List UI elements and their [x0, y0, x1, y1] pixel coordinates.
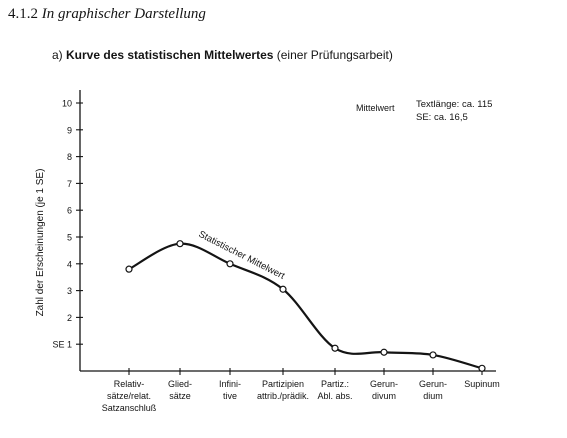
x-category-label: Gerun- [370, 379, 398, 389]
data-point [125, 265, 133, 273]
x-category-label: Partizipien [262, 379, 304, 389]
data-point [226, 260, 234, 268]
legend-title: Mittelwert [356, 103, 395, 113]
data-point [331, 344, 339, 352]
y-tick-label: 8 [67, 152, 72, 162]
chart-title-note: (einer Prüfungsarbeit) [276, 48, 393, 62]
chart-title: Kurve des statistischen Mittelwertes [66, 48, 274, 62]
x-category-label: Supinum [464, 379, 500, 389]
curve-label: Statistischer Mittelwert [197, 229, 287, 282]
data-point [478, 364, 486, 372]
x-category-label: attrib./prädik. [257, 391, 309, 401]
x-category-label: sätze/relat. [107, 391, 151, 401]
data-point [279, 285, 287, 293]
y-tick-label: 6 [67, 206, 72, 216]
y-tick-label: 3 [67, 286, 72, 296]
data-point [429, 351, 437, 359]
x-category-label: Satzanschluß [102, 403, 157, 413]
x-category-label: Infini- [219, 379, 241, 389]
x-category-label: Partiz.: [321, 379, 349, 389]
x-category-label: Relativ- [114, 379, 145, 389]
y-tick-label: 5 [67, 233, 72, 243]
x-category-label: Glied- [168, 379, 192, 389]
x-category-label: tive [223, 391, 237, 401]
y-axis-title: Zahl der Erscheinungen (je 1 SE) [35, 169, 46, 317]
section-heading: 4.1.2 In graphischer Darstellung [8, 6, 206, 23]
y-tick-label: 4 [67, 259, 72, 269]
chart-heading: a) Kurve des statistischen Mittelwertes … [52, 48, 393, 62]
x-category-label: Gerun- [419, 379, 447, 389]
x-category-label: divum [372, 391, 396, 401]
y-tick-label: SE 1 [52, 340, 72, 350]
y-tick-label: 7 [67, 179, 72, 189]
section-number: 4.1.2 [8, 6, 38, 22]
x-category-label: Abl. abs. [317, 391, 352, 401]
chart-heading-prefix: a) [52, 48, 63, 62]
y-tick-label: 9 [67, 125, 72, 135]
y-tick-label: 10 [62, 99, 72, 109]
legend-line: SE: ca. 16,5 [416, 112, 468, 123]
data-point [380, 348, 388, 356]
data-point [176, 240, 184, 248]
x-category-label: sätze [169, 391, 191, 401]
legend-line: Textlänge: ca. 115 [416, 99, 492, 110]
y-tick-label: 2 [67, 313, 72, 323]
section-title: In graphischer Darstellung [41, 6, 206, 22]
series-line [128, 242, 483, 370]
x-category-label: dium [423, 391, 443, 401]
